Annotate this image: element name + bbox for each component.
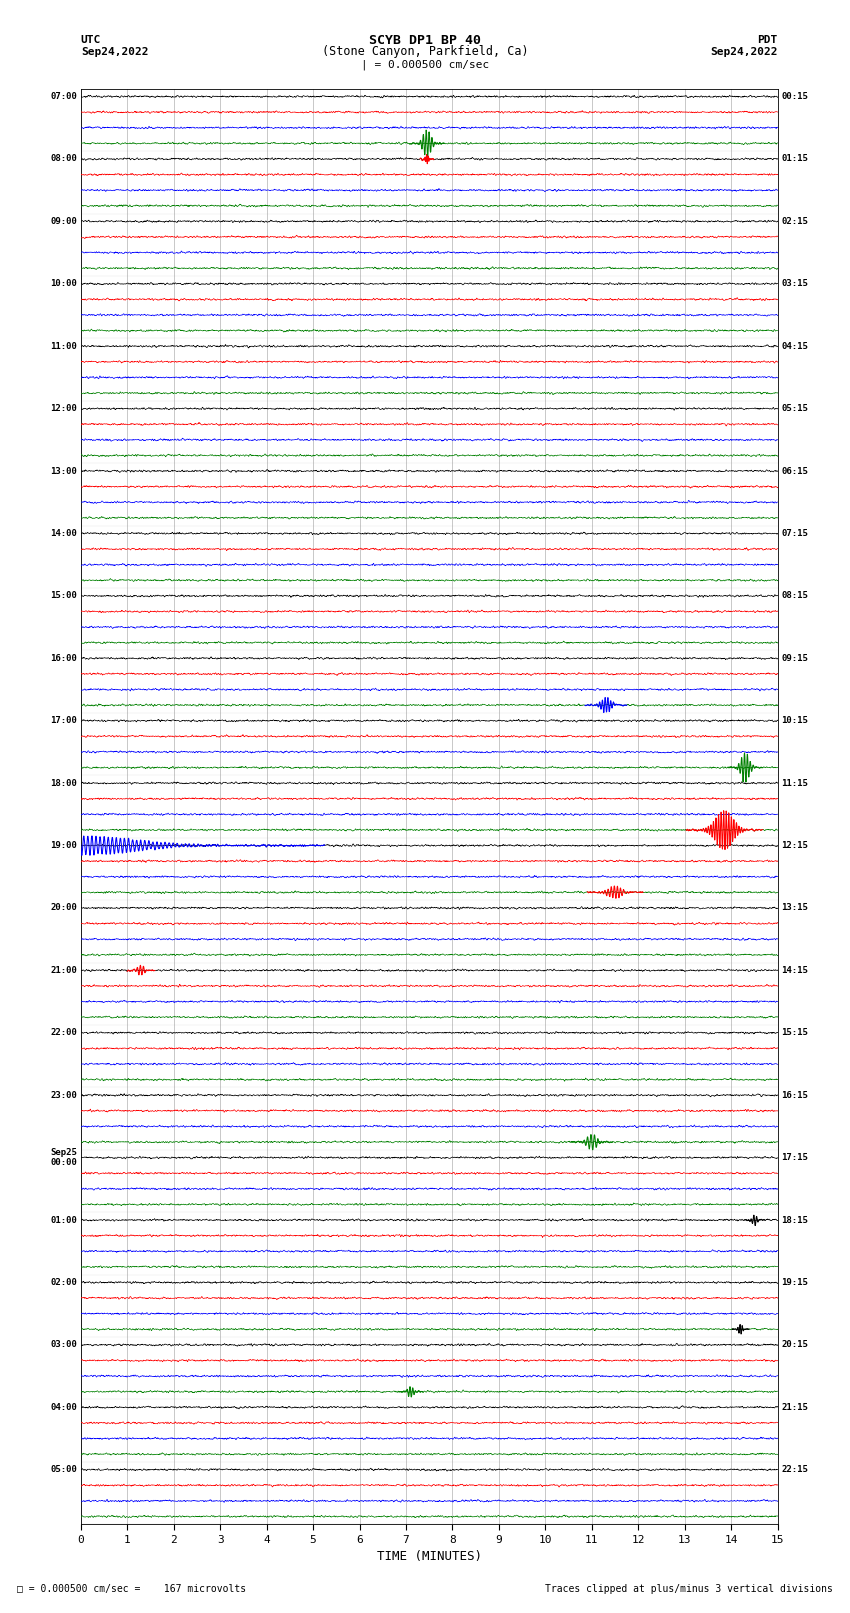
Text: 13:00: 13:00 xyxy=(50,466,77,476)
Text: 12:15: 12:15 xyxy=(781,840,808,850)
Text: 09:15: 09:15 xyxy=(781,653,808,663)
X-axis label: TIME (MINUTES): TIME (MINUTES) xyxy=(377,1550,482,1563)
Text: 19:00: 19:00 xyxy=(50,840,77,850)
Text: 15:15: 15:15 xyxy=(781,1027,808,1037)
Text: 04:00: 04:00 xyxy=(50,1403,77,1411)
Text: 22:15: 22:15 xyxy=(781,1465,808,1474)
Text: Sep25
00:00: Sep25 00:00 xyxy=(50,1148,77,1168)
Text: 19:15: 19:15 xyxy=(781,1277,808,1287)
Text: Traces clipped at plus/minus 3 vertical divisions: Traces clipped at plus/minus 3 vertical … xyxy=(545,1584,833,1594)
Text: 03:15: 03:15 xyxy=(781,279,808,289)
Text: 17:15: 17:15 xyxy=(781,1153,808,1161)
Text: 18:15: 18:15 xyxy=(781,1216,808,1224)
Text: 08:15: 08:15 xyxy=(781,592,808,600)
Text: 11:00: 11:00 xyxy=(50,342,77,350)
Text: 01:00: 01:00 xyxy=(50,1216,77,1224)
Text: SCYB DP1 BP 40: SCYB DP1 BP 40 xyxy=(369,34,481,47)
Text: 17:00: 17:00 xyxy=(50,716,77,726)
Text: 05:00: 05:00 xyxy=(50,1465,77,1474)
Text: PDT: PDT xyxy=(757,35,778,45)
Text: UTC: UTC xyxy=(81,35,101,45)
Text: 13:15: 13:15 xyxy=(781,903,808,913)
Text: 20:15: 20:15 xyxy=(781,1340,808,1350)
Text: 21:15: 21:15 xyxy=(781,1403,808,1411)
Text: Sep24,2022: Sep24,2022 xyxy=(711,47,778,56)
Text: 03:00: 03:00 xyxy=(50,1340,77,1350)
Text: 15:00: 15:00 xyxy=(50,592,77,600)
Text: 06:15: 06:15 xyxy=(781,466,808,476)
Text: 18:00: 18:00 xyxy=(50,779,77,787)
Text: (Stone Canyon, Parkfield, Ca): (Stone Canyon, Parkfield, Ca) xyxy=(321,45,529,58)
Text: | = 0.000500 cm/sec: | = 0.000500 cm/sec xyxy=(361,60,489,71)
Text: 23:00: 23:00 xyxy=(50,1090,77,1100)
Text: 02:00: 02:00 xyxy=(50,1277,77,1287)
Text: 01:15: 01:15 xyxy=(781,155,808,163)
Text: 16:00: 16:00 xyxy=(50,653,77,663)
Text: 14:15: 14:15 xyxy=(781,966,808,974)
Text: 11:15: 11:15 xyxy=(781,779,808,787)
Text: 12:00: 12:00 xyxy=(50,405,77,413)
Text: 05:15: 05:15 xyxy=(781,405,808,413)
Text: 07:15: 07:15 xyxy=(781,529,808,537)
Text: 14:00: 14:00 xyxy=(50,529,77,537)
Text: 10:15: 10:15 xyxy=(781,716,808,726)
Text: 08:00: 08:00 xyxy=(50,155,77,163)
Text: 10:00: 10:00 xyxy=(50,279,77,289)
Text: 00:15: 00:15 xyxy=(781,92,808,102)
Text: 16:15: 16:15 xyxy=(781,1090,808,1100)
Text: Sep24,2022: Sep24,2022 xyxy=(81,47,148,56)
Text: 22:00: 22:00 xyxy=(50,1027,77,1037)
Text: 21:00: 21:00 xyxy=(50,966,77,974)
Text: 02:15: 02:15 xyxy=(781,216,808,226)
Text: 07:00: 07:00 xyxy=(50,92,77,102)
Text: □ = 0.000500 cm/sec =    167 microvolts: □ = 0.000500 cm/sec = 167 microvolts xyxy=(17,1584,246,1594)
Text: 04:15: 04:15 xyxy=(781,342,808,350)
Text: 09:00: 09:00 xyxy=(50,216,77,226)
Text: 20:00: 20:00 xyxy=(50,903,77,913)
